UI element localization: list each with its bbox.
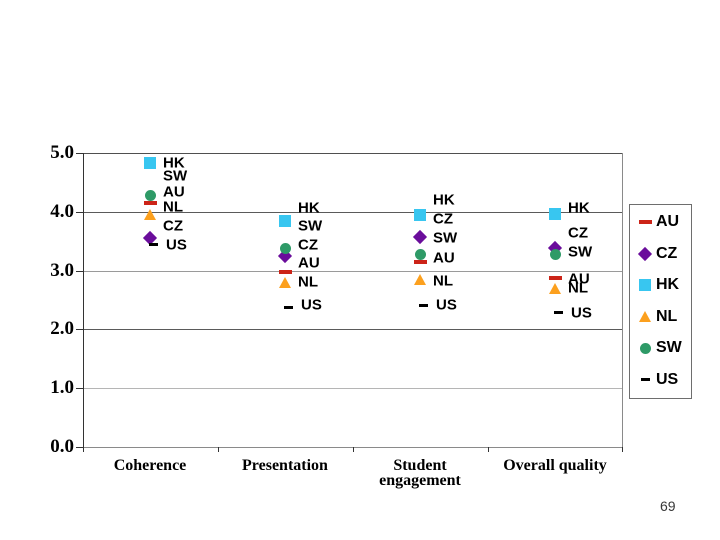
point-label-cz: CZ (298, 236, 318, 254)
gridline (83, 211, 622, 213)
point-marker-sw (144, 190, 156, 202)
legend-label-sw: SW (656, 339, 682, 356)
point-label-us: US (436, 296, 457, 314)
point-label-nl: NL (433, 272, 453, 290)
point-marker-us (283, 305, 293, 309)
point-label-sw: SW (298, 217, 323, 235)
gridline (83, 388, 622, 390)
point-label-sw: SW (163, 167, 188, 185)
legend-marker-sw (639, 342, 651, 354)
y-axis-label: 4.0 (50, 200, 74, 222)
y-axis-label: 5.0 (50, 142, 74, 163)
y-axis-tick (76, 153, 83, 154)
y-axis-tick (76, 447, 83, 448)
point-marker-nl (143, 208, 156, 220)
point-marker-us (553, 311, 563, 315)
point-marker-au (143, 200, 157, 205)
legend-label-au: AU (656, 213, 680, 230)
x-axis-tick (353, 447, 354, 452)
gridline (83, 447, 622, 448)
point-marker-us (418, 303, 428, 307)
legend-marker-hk (639, 279, 651, 291)
y-axis-label: 1.0 (50, 377, 74, 399)
x-category-label: Overall quality (503, 457, 607, 474)
point-label-au: AU (298, 254, 320, 272)
y-axis-line (83, 153, 84, 448)
point-marker-nl (413, 274, 426, 285)
point-label-nl: NL (163, 198, 183, 216)
x-category-label: Presentation (242, 457, 328, 474)
gridline (83, 329, 622, 331)
point-label-nl: NL (568, 279, 588, 297)
x-axis-tick (488, 447, 489, 452)
point-label-us: US (571, 304, 592, 322)
point-label-au: AU (163, 183, 185, 201)
legend-label-us: US (656, 370, 679, 388)
y-axis-label: 0.0 (50, 436, 74, 457)
point-marker-hk (144, 156, 156, 169)
plot-right-border (622, 153, 623, 448)
legend-marker-us (640, 378, 650, 381)
point-label-au: AU (568, 270, 590, 288)
point-label-cz: CZ (433, 210, 453, 228)
point-marker-cz (412, 230, 428, 245)
y-axis-label: 3.0 (50, 259, 74, 281)
point-marker-sw (414, 249, 426, 261)
gridline (83, 270, 622, 272)
y-axis-tick (76, 388, 83, 390)
point-marker-sw (279, 242, 291, 254)
point-label-us: US (301, 296, 322, 314)
point-label-sw: SW (433, 229, 458, 247)
x-axis-tick (83, 447, 84, 452)
legend-marker-au (638, 220, 652, 224)
point-label-cz: CZ (568, 224, 588, 242)
point-marker-au (548, 276, 562, 281)
y-axis-tick (76, 270, 83, 272)
point-marker-hk (279, 215, 291, 228)
y-axis-tick (76, 329, 83, 331)
x-category-label: Student engagement (379, 457, 461, 489)
point-label-hk: HK (298, 199, 320, 217)
point-label-cz: CZ (163, 217, 183, 235)
point-marker-hk (549, 208, 561, 221)
legend-box (629, 204, 692, 399)
x-axis-tick (218, 447, 219, 452)
point-marker-au (413, 259, 427, 264)
legend-label-nl: NL (656, 307, 678, 325)
point-marker-au (278, 269, 292, 274)
point-label-sw: SW (568, 243, 593, 261)
point-marker-nl (548, 282, 561, 294)
y-axis-label: 2.0 (50, 318, 74, 340)
point-marker-us (148, 242, 158, 246)
page-number: 69 (660, 498, 676, 514)
point-marker-nl (278, 276, 291, 288)
x-category-label: Coherence (113, 457, 187, 474)
legend-label-cz: CZ (656, 244, 678, 262)
x-axis-tick (622, 447, 623, 452)
point-label-hk: HK (568, 199, 590, 217)
point-label-us: US (166, 236, 187, 254)
point-label-hk: HK (163, 154, 185, 172)
point-label-hk: HK (433, 191, 455, 209)
point-label-au: AU (433, 249, 455, 267)
legend-label-hk: HK (656, 276, 680, 293)
point-marker-sw (549, 248, 561, 260)
y-axis-tick (76, 211, 83, 213)
legend-marker-nl (638, 310, 651, 322)
point-label-nl: NL (298, 273, 318, 291)
gridline (83, 153, 622, 154)
point-marker-hk (414, 208, 426, 221)
